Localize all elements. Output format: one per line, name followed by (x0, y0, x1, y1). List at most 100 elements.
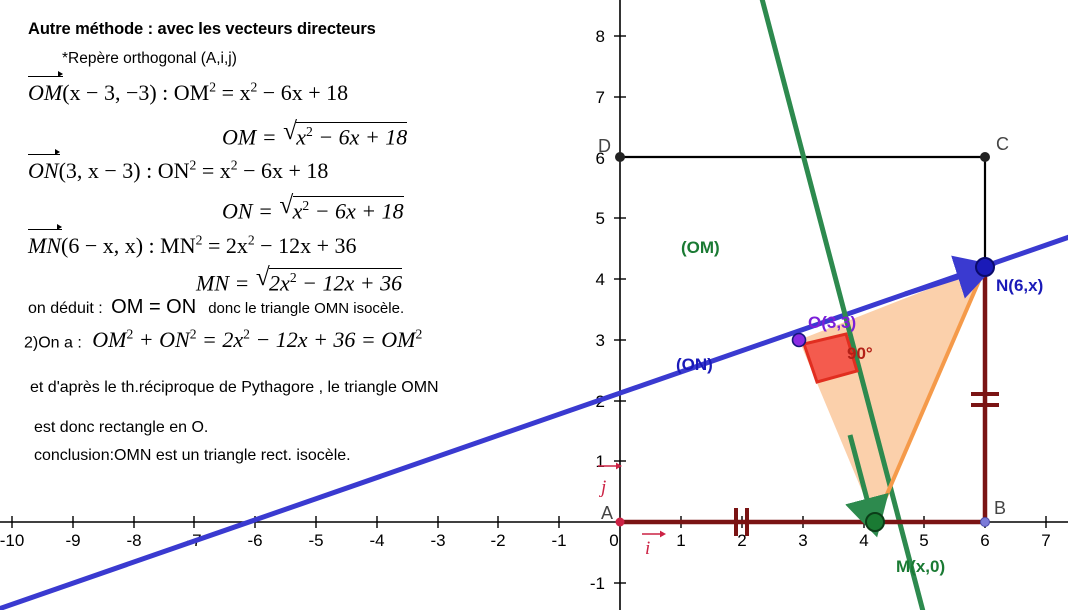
x-tick-label: 4 (859, 531, 868, 550)
om-eq: = x (216, 80, 251, 106)
right-angle-marker (802, 332, 859, 384)
y-tick-label: 5 (596, 209, 605, 228)
x-tick-label: -6 (247, 531, 262, 550)
line-om-vector: OM(x − 3, −3) : OM2 = x2 − 6x + 18 (28, 71, 348, 106)
line-label-om: (OM) (681, 238, 720, 257)
om-radical: √ x2 − 6x + 18 (283, 117, 408, 150)
om-radicand-a: x (296, 124, 307, 150)
arrow-to-N-icon (904, 255, 997, 299)
plot-points[interactable] (615, 152, 995, 532)
on-sup2: 2 (230, 158, 238, 173)
basis-vector-j: j (598, 462, 622, 498)
point-label-B: B (994, 498, 1006, 518)
deduce-prefix: on déduit : (28, 300, 108, 317)
q2-prefix: 2)On a : (24, 334, 87, 352)
arrow-to-M-icon (845, 434, 889, 538)
on-line-body: (3, x − 3) : ON2 = x2 − 6x + 18 (59, 158, 329, 183)
point-label-N: N(6,x) (996, 276, 1043, 295)
deduce-equation: OM = ON (111, 296, 197, 318)
mn-sup: 2 (195, 233, 203, 248)
q2-a-sup: 2 (126, 327, 134, 342)
x-tick-label: -9 (65, 531, 80, 550)
point-C[interactable] (980, 152, 990, 162)
point-O[interactable] (791, 332, 807, 348)
y-tick-label: 6 (596, 149, 605, 168)
om-radicand-b: − 6x + 18 (312, 124, 408, 150)
on-eq: = x (196, 158, 231, 184)
on-radicand-sup: 2 (302, 198, 310, 213)
om-tail: − 6x + 18 (257, 80, 349, 106)
line-on[interactable] (0, 234, 1068, 610)
q2-eq: = 2x (196, 327, 244, 353)
x-tick-label: -8 (126, 531, 141, 550)
vector-j-label: j (598, 477, 606, 498)
q2-tail: − 12x + 36 = OM (249, 327, 416, 353)
y-tick-label: 4 (596, 270, 605, 289)
line-om[interactable] (759, 0, 926, 610)
solution-title: Autre méthode : avec les vecteurs direct… (28, 20, 376, 38)
point-label-D: D (598, 136, 611, 156)
solution-text-panel: Autre méthode : avec les vecteurs direct… (24, 20, 439, 464)
om-line-body: (x − 3, −3) : OM2 = x2 − 6x + 18 (62, 80, 348, 105)
line-pythagore: et d'après le th.réciproque de Pythagore… (30, 379, 439, 396)
y-axis-ticks (614, 35, 626, 584)
on-vector-overbar: ON (28, 149, 60, 184)
line-mn-vector: MN(6 − x, x) : MN2 = 2x2 − 12x + 36 (28, 224, 357, 259)
mn-tail: − 12x + 36 (254, 233, 357, 259)
line-rectangle: est donc rectangle en O. (34, 419, 209, 436)
deduce-suffix: donc le triangle OMN isocèle. (208, 300, 405, 317)
point-B[interactable] (980, 517, 990, 527)
om-sup2: 2 (250, 80, 258, 95)
om-line-rest: (x − 3, −3) : OM (62, 80, 210, 106)
mn-radical: √ 2x2 − 12x + 36 (255, 263, 403, 296)
on-tail: − 6x + 18 (237, 158, 329, 184)
mn-radicand-a: 2x (269, 270, 290, 296)
y-tick-label: 7 (596, 88, 605, 107)
point-label-C: C (996, 134, 1009, 154)
q2-a: OM (92, 327, 127, 353)
x-tick-label: 5 (919, 531, 928, 550)
x-tick-label: 2 (737, 531, 746, 550)
x-tick-label: 3 (798, 531, 807, 550)
line-om-result: OM = √ x2 − 6x + 18 (222, 117, 408, 150)
mn-sup2: 2 (247, 233, 255, 248)
point-label-M: M(x,0) (896, 557, 945, 576)
point-A[interactable] (615, 517, 625, 527)
vector-i-label: i (645, 538, 650, 559)
x-tick-label: -1 (551, 531, 566, 550)
x-tick-label: 7 (1041, 531, 1050, 550)
segment-mn (873, 266, 987, 523)
om-vector-overbar: OM (28, 71, 64, 106)
q2-plus: + ON (133, 327, 190, 353)
mn-vector-overbar: MN (28, 224, 62, 259)
x-tick-label: 1 (676, 531, 685, 550)
x-tick-label: -4 (369, 531, 384, 550)
q2-b-sup: 2 (189, 327, 197, 342)
mn-line-rest: (6 − x, x) : MN (61, 233, 196, 259)
line-label-on: (ON) (676, 355, 713, 374)
line-question2: 2)On a : OM2 + ON2 = 2x2 − 12x + 36 = OM… (24, 327, 422, 353)
x-tick-label: 0 (609, 531, 618, 550)
right-angle-label: 90° (847, 344, 873, 363)
point-M[interactable] (865, 512, 885, 532)
om-sup: 2 (209, 80, 217, 95)
solution-subtitle: *Repère orthogonal (A,i,j) (62, 50, 237, 67)
mn-line-body: (6 − x, x) : MN2 = 2x2 − 12x + 36 (61, 233, 357, 258)
mn-radicand-b: − 12x + 36 (296, 270, 403, 296)
basis-vector-i: i (642, 530, 666, 559)
y-tick-label: 8 (596, 27, 605, 46)
mn-radicand-sup: 2 (289, 270, 297, 285)
x-tick-label: 6 (980, 531, 989, 550)
x-tick-labels: -10 -9 -8 -7 -6 -5 -4 -3 -2 -1 0 1 2 3 4… (0, 531, 1051, 550)
point-D[interactable] (615, 152, 625, 162)
x-tick-label: -5 (308, 531, 323, 550)
mn-eq: = 2x (202, 233, 248, 259)
x-tick-label: -3 (430, 531, 445, 550)
segment-bn-group (971, 270, 999, 522)
point-N[interactable] (975, 257, 995, 277)
on-radical: √ x2 − 6x + 18 (279, 191, 404, 224)
x-tick-label: -10 (0, 531, 24, 550)
q2-c-sup: 2 (243, 327, 250, 342)
